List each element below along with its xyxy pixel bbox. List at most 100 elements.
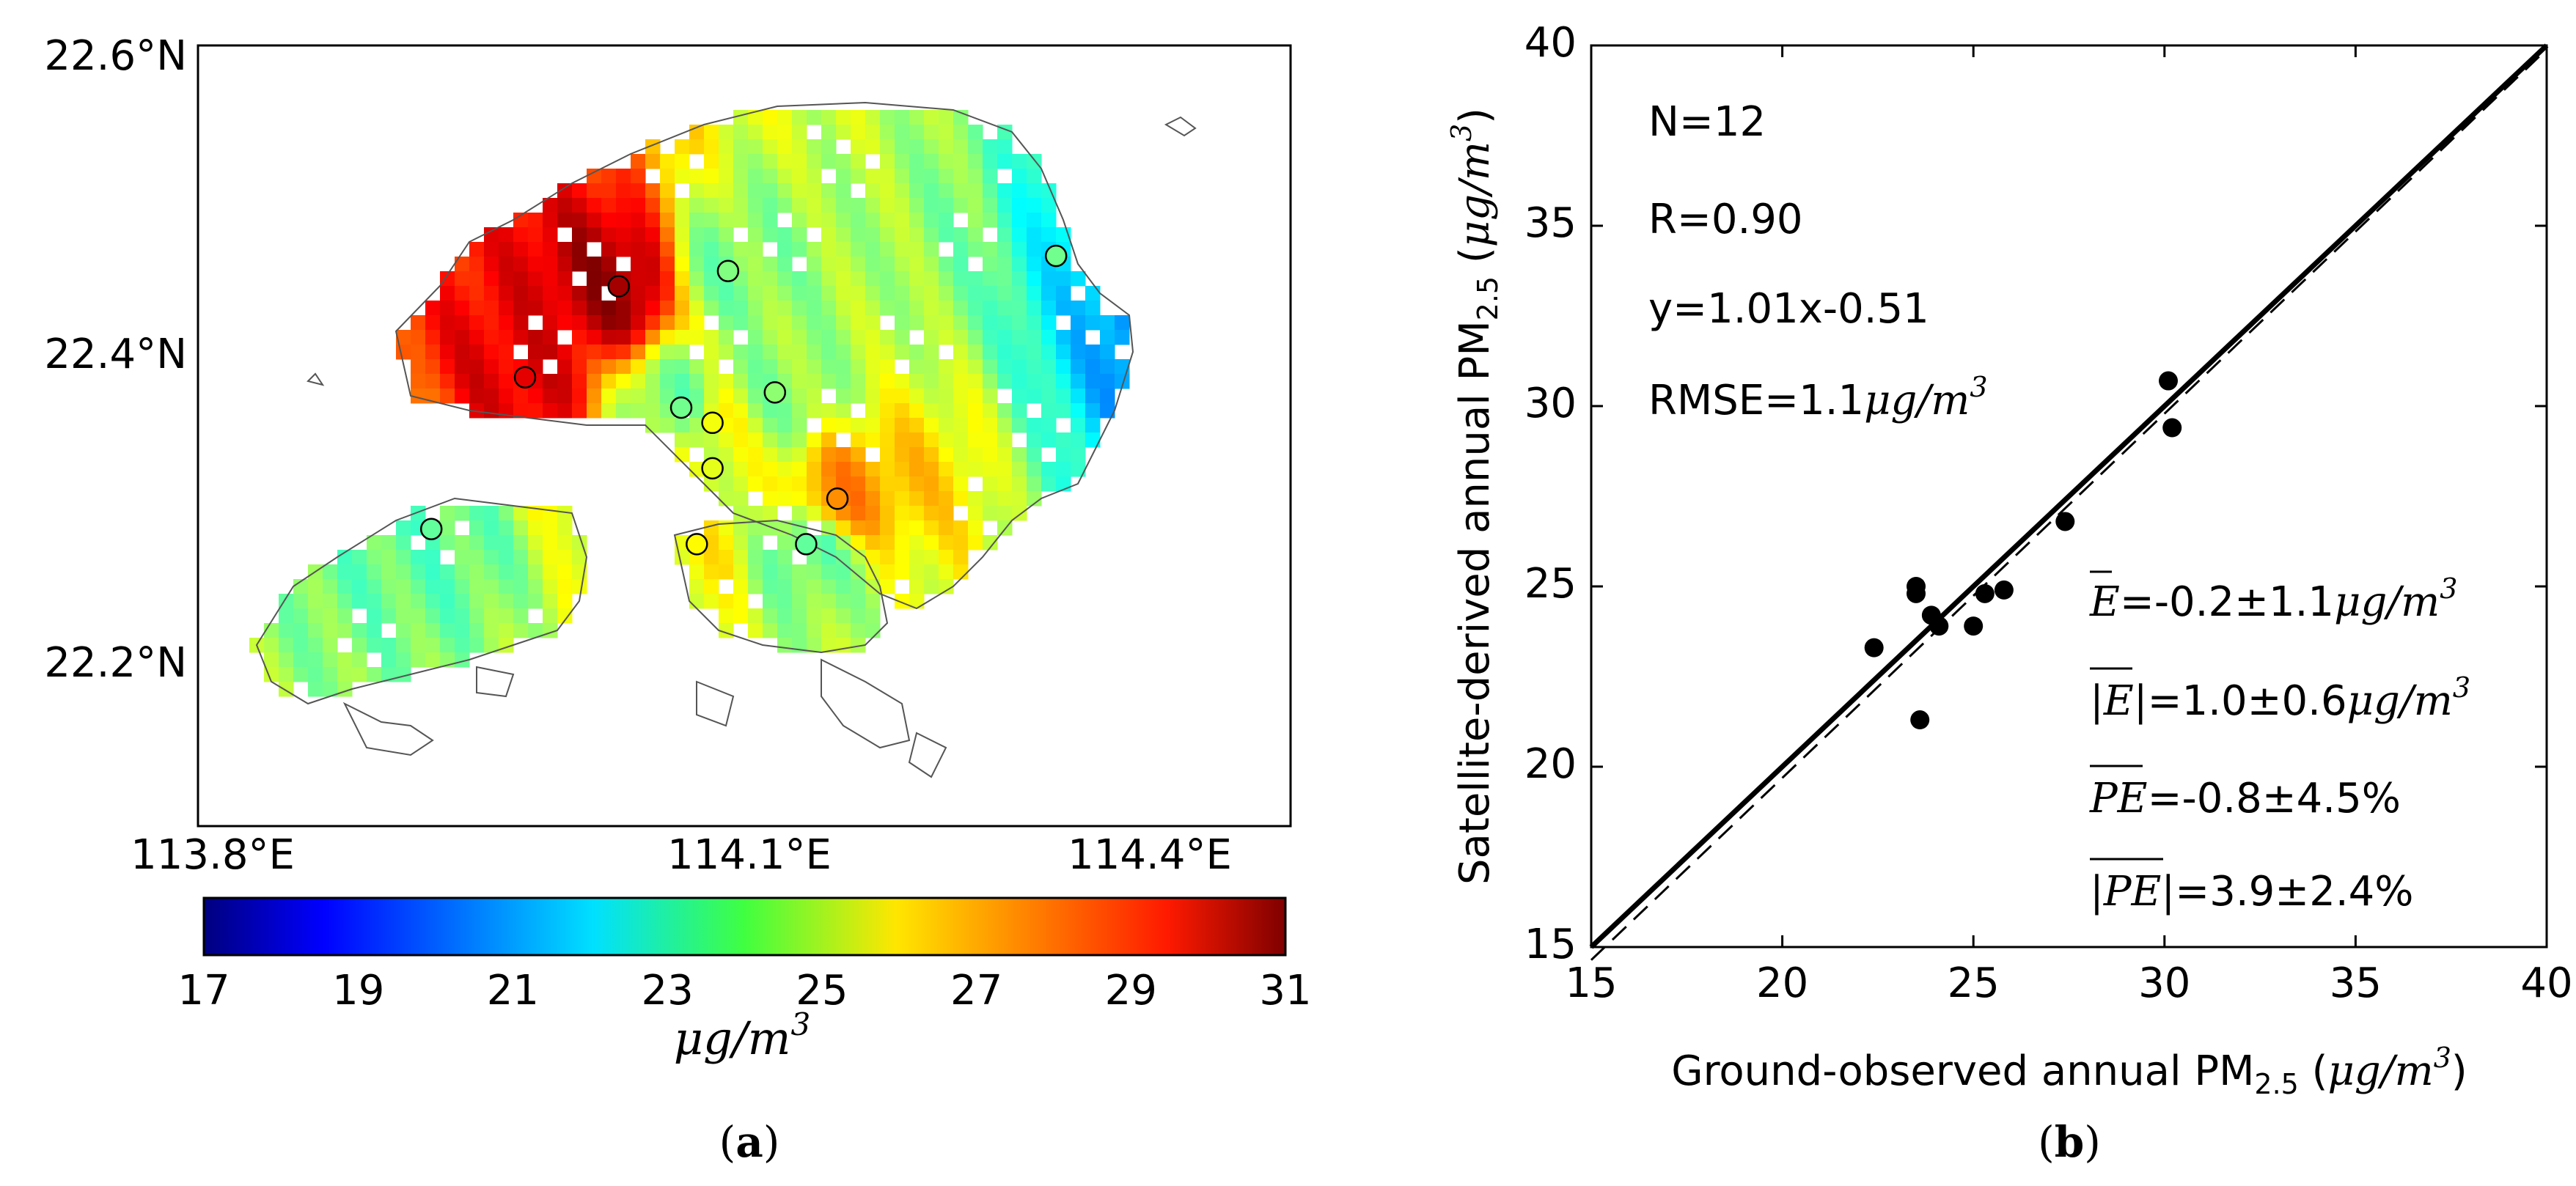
heatmap-cell [953,154,969,169]
heatmap-cell [909,359,925,375]
heatmap-cell [953,520,969,536]
heatmap-cell [953,315,969,331]
heatmap-cell [924,520,939,536]
heatmap-cell [895,403,910,419]
heatmap-cell [851,315,866,331]
heatmap-cell [763,550,778,565]
heatmap-cell [1100,403,1115,419]
heatmap-cell [895,418,910,433]
heatmap-cell [455,359,470,375]
heatmap-cell [836,594,851,609]
heatmap-cell [821,623,837,638]
heatmap-cell [396,579,411,594]
heatmap-cell [807,506,822,521]
scatter-point [1964,616,1984,636]
error-val: =-0.2±1.1 [2120,578,2334,626]
heatmap-cell [557,374,573,389]
heatmap-cell [557,183,573,199]
heatmap-cell [425,330,441,345]
heatmap-cell [909,476,925,492]
heatmap-cell [425,550,441,565]
heatmap-cell [880,301,895,316]
heatmap-cell [895,432,910,448]
heatmap-cell [821,403,837,419]
heatmap-cell [689,169,705,184]
heatmap-cell [763,330,778,345]
heatmap-cell [748,579,763,594]
heatmap-cell [821,579,837,594]
heatmap-cell [425,623,441,638]
heatmap-cell [733,242,749,257]
heatmap-cell [675,315,690,331]
heatmap-cell [616,330,631,345]
heatmap-cell [543,506,558,521]
heatmap-cell [939,271,954,287]
heatmap-cell [719,315,734,331]
heatmap-cell [895,462,910,477]
heatmap-cell [880,213,895,228]
heatmap-cell [777,125,793,140]
heatmap-cell [719,564,734,580]
heatmap-cell [660,301,675,316]
heatmap-cell [455,608,470,624]
heatmap-cell [587,198,602,213]
heatmap-cell [733,154,749,169]
heatmap-cell [719,535,734,550]
heatmap-cell [1071,447,1086,463]
heatmap-cell [968,388,983,404]
heatmap-cell [1085,315,1101,331]
heatmap-cell [631,257,646,272]
heatmap-cell [983,374,998,389]
heatmap-cell [880,418,895,433]
heatmap-cell [851,359,866,375]
lon-tick: 114.1°E [667,831,832,879]
heatmap-cell [777,227,793,243]
heatmap-cell [836,345,851,360]
heatmap-cell [616,315,631,331]
heatmap-cell [733,550,749,565]
heatmap-cell [1027,374,1042,389]
heatmap-cell [1027,476,1042,492]
heatmap-cell [1056,286,1071,301]
heatmap-cell [660,169,675,184]
heatmap-cell [469,315,485,331]
heatmap-cell [631,388,646,404]
heatmap-cell [587,257,602,272]
heatmap-cell [572,183,587,199]
heatmap-cell [1071,330,1086,345]
heatmap-cell [455,257,470,272]
heatmap-cell [293,579,309,594]
heatmap-cell [792,271,807,287]
heatmap-cell [777,432,793,448]
heatmap-cell [308,652,323,668]
heatmap-cell [543,213,558,228]
error-sym: PE [2089,775,2148,822]
heatmap-cell [777,330,793,345]
heatmap-cell [337,564,353,580]
heatmap-cell [323,579,338,594]
heatmap-cell [557,594,573,609]
heatmap-cell [997,227,1013,243]
heatmap-cell [455,623,470,638]
heatmap-cell [777,154,793,169]
heatmap-cell [1115,359,1130,375]
heatmap-cell [792,330,807,345]
heatmap-cell [631,227,646,243]
heatmap-cell [997,418,1013,433]
heatmap-cell [719,374,734,389]
heatmap-cell [733,139,749,155]
heatmap-cell [777,315,793,331]
heatmap-cell [528,594,543,609]
heatmap-cell [1027,462,1042,477]
heatmap-cell [953,388,969,404]
heatmap-cell [909,594,925,609]
heatmap-cell [763,286,778,301]
heatmap-cell [851,110,866,125]
heatmap-cell [836,271,851,287]
heatmap-cell [513,535,529,550]
heatmap-cell [440,564,455,580]
heatmap-cell [851,213,866,228]
heatmap-cell [1041,213,1057,228]
heatmap-cell [733,359,749,375]
heatmap-cell [777,286,793,301]
